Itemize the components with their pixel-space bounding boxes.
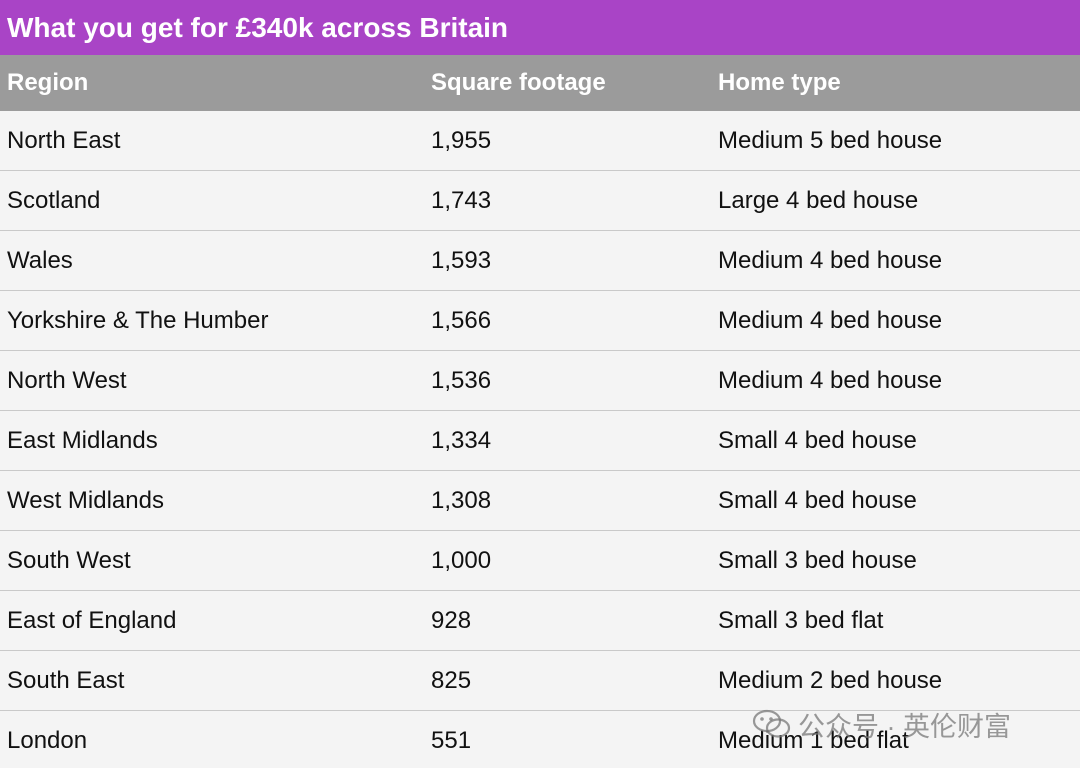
header-square-footage: Square footage — [431, 69, 606, 96]
cell-square-footage: 1,308 — [431, 487, 492, 514]
cell-home-type: Medium 4 bed house — [718, 307, 943, 334]
table-row: London 551 Medium 1 bed flat — [0, 711, 1080, 768]
cell-square-footage: 551 — [431, 727, 472, 754]
cell-square-footage: 1,593 — [431, 247, 492, 274]
cell-region: London — [7, 727, 88, 754]
cell-region: Yorkshire & The Humber — [7, 307, 269, 334]
header-home-type: Home type — [718, 69, 841, 96]
cell-home-type: Small 3 bed house — [718, 547, 917, 574]
table-row: South East 825 Medium 2 bed house — [0, 651, 1080, 711]
cell-square-footage: 1,566 — [431, 307, 492, 334]
cell-home-type: Small 3 bed flat — [718, 607, 884, 634]
cell-square-footage: 825 — [431, 667, 472, 694]
table-row: North East 1,955 Medium 5 bed house — [0, 111, 1080, 171]
watermark: 公众号 · 英伦财富 — [752, 704, 1011, 744]
table-title: What you get for £340k across Britain — [0, 0, 1080, 55]
cell-square-footage: 928 — [431, 607, 472, 634]
cell-home-type: Medium 4 bed house — [718, 247, 943, 274]
cell-region: Wales — [7, 247, 73, 274]
table-row: Yorkshire & The Humber 1,566 Medium 4 bed … — [0, 291, 1080, 351]
table-row: West Midlands 1,308 Small 4 bed house — [0, 471, 1080, 531]
table-header-row: Region Square footage Home type — [0, 55, 1080, 111]
cell-home-type: Medium 5 bed house — [718, 127, 943, 154]
cell-region: North West — [7, 367, 127, 394]
table-row: Wales 1,593 Medium 4 bed house — [0, 231, 1080, 291]
table-row: East Midlands 1,334 Small 4 bed house — [0, 411, 1080, 471]
cell-region: Scotland — [7, 187, 101, 214]
cell-home-type: Large 4 bed house — [718, 187, 919, 214]
table-row: South West 1,000 Small 3 bed house — [0, 531, 1080, 591]
cell-square-footage: 1,334 — [431, 427, 492, 454]
cell-home-type: Small 4 bed house — [718, 427, 917, 454]
table-row: North West 1,536 Medium 4 bed house — [0, 351, 1080, 411]
watermark-text: 公众号 · 英伦财富 — [798, 711, 1011, 742]
cell-square-footage: 1,955 — [431, 127, 492, 154]
cell-square-footage: 1,743 — [431, 187, 492, 214]
cell-home-type: Medium 2 bed house — [718, 667, 943, 694]
table-row: Scotland 1,743 Large 4 bed house — [0, 171, 1080, 231]
cell-home-type: Small 4 bed house — [718, 487, 917, 514]
cell-home-type: Medium 1 bed flat — [718, 727, 909, 754]
cell-square-footage: 1,000 — [431, 547, 492, 574]
cell-region: South East — [7, 667, 125, 694]
cell-home-type: Medium 4 bed house — [718, 367, 943, 394]
table-body: North East 1,955 Medium 5 bed house Scotlan… — [0, 111, 1080, 768]
cell-region: East of England — [7, 607, 177, 634]
table-row: East of England 928 Small 3 bed flat — [0, 591, 1080, 651]
wechat-icon — [752, 709, 791, 738]
cell-region: West Midlands — [7, 487, 164, 514]
cell-region: South West — [7, 547, 131, 574]
cell-region: East Midlands — [7, 427, 158, 454]
cell-region: North East — [7, 127, 121, 154]
header-region: Region — [7, 69, 89, 96]
cell-square-footage: 1,536 — [431, 367, 492, 394]
